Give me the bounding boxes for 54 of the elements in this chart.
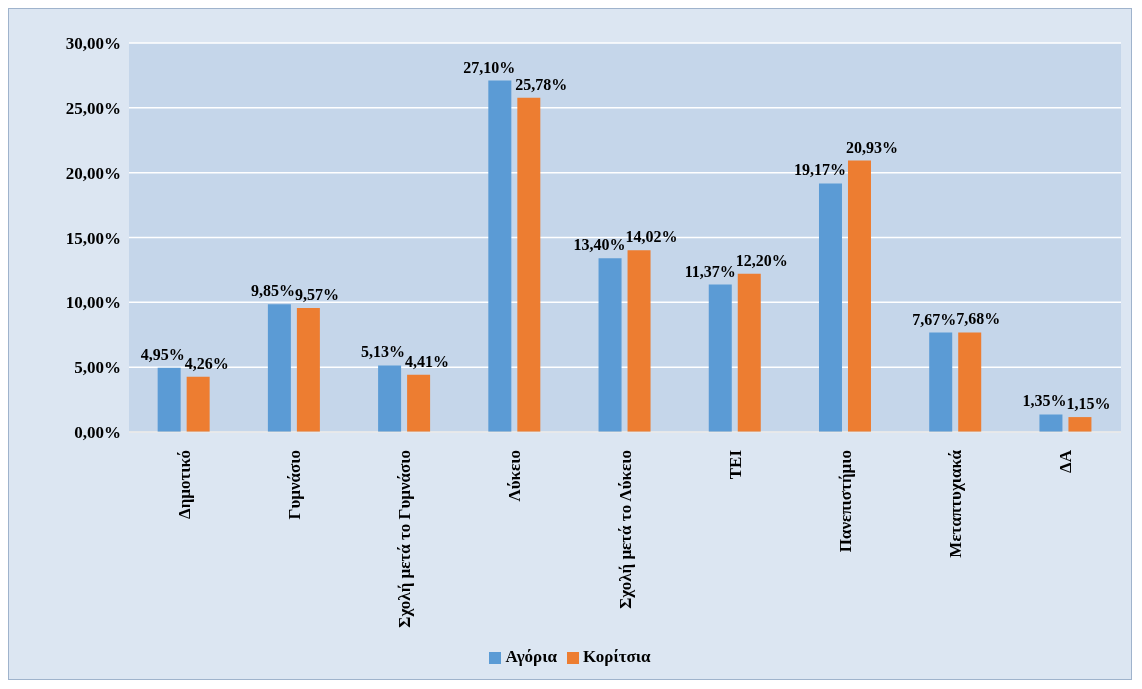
data-label: 5,13% [361,343,406,361]
data-label: 9,57% [294,285,339,303]
x-tick-label: Δημοτικό [174,450,194,520]
data-label: 7,67% [912,310,957,328]
bar [407,374,431,432]
bar [818,183,842,432]
x-tick-label: Πανεπιστήμιο [835,450,855,553]
y-tick-label: 15,00% [65,228,121,248]
bar [267,304,291,432]
x-tick-label: ΔΑ [1056,449,1076,473]
x-tick-label: Γυμνάσιο [284,450,304,520]
y-tick-label: 20,00% [65,163,121,183]
bar [1039,414,1063,432]
bar [296,307,320,432]
y-tick-label: 25,00% [65,98,121,118]
x-tick-label: ΤΕΙ [725,449,745,480]
data-label: 1,15% [1066,395,1111,413]
bar [186,376,210,432]
y-tick-label: 30,00% [65,34,121,54]
bar [627,250,651,432]
x-tick-label: Λύκειο [505,450,525,502]
data-label: 25,78% [515,75,568,93]
bar [929,332,953,432]
data-label: 20,93% [845,138,898,156]
data-label: 14,02% [625,228,678,246]
data-label: 4,95% [140,345,185,363]
data-label: 27,10% [463,58,516,76]
y-tick-label: 0,00% [74,423,121,443]
bar [517,97,541,432]
legend-label: Αγόρια [505,647,557,666]
legend-label: Κορίτσια [582,647,651,666]
bar [708,284,732,432]
data-label: 9,85% [250,282,295,300]
bar [1068,417,1092,432]
bar [488,80,512,432]
data-label: 4,26% [184,354,229,372]
data-label: 4,41% [405,352,450,370]
y-tick-label: 5,00% [74,358,121,378]
bar [598,258,622,432]
x-tick-label: Σχολή μετά το Γυμνάσιο [395,450,415,628]
data-label: 7,68% [956,310,1001,328]
bar [958,332,982,432]
x-tick-label: Σχολή μετά το Λύκειο [615,450,635,609]
bar [737,273,761,432]
x-tick-label: Μεταπτυχιακά [946,449,966,558]
data-label: 11,37% [684,262,736,280]
bar [847,160,871,432]
bar [157,367,181,432]
bar [378,365,402,432]
data-label: 13,40% [573,236,626,254]
data-label: 1,35% [1022,392,1067,410]
y-tick-label: 10,00% [65,293,121,313]
data-label: 19,17% [793,161,846,179]
data-label: 12,20% [735,251,788,269]
